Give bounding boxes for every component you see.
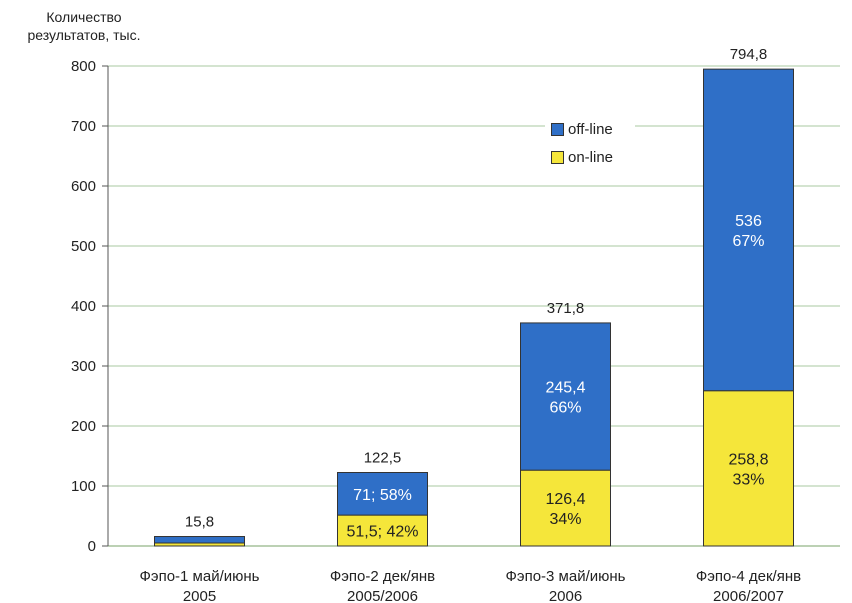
bar-on-line-4 [703, 390, 794, 547]
data-label-on-line-3-1: 126,4 [545, 491, 585, 508]
legend-label-off-line: off-line [568, 120, 613, 138]
y-tick-label-800: 800 [71, 58, 96, 75]
legend-label-on-line: on-line [568, 148, 614, 166]
legend-swatch-on-line [551, 150, 564, 164]
legend-swatch-off-line [551, 122, 564, 136]
y-tick-label-300: 300 [71, 358, 96, 375]
y-axis-title-line-2: результатов, тыс. [27, 27, 141, 43]
data-label-off-line-3-1: 245,4 [545, 380, 585, 397]
data-label-off-line-4-1: 536 [735, 213, 762, 230]
bar-off-line-4 [703, 68, 794, 392]
legend: off-line on-line [545, 113, 635, 175]
x-tick-label-2-1: Фэпо-2 дек/янв [330, 568, 435, 585]
data-label-on-line-4-2: 33% [732, 471, 764, 488]
y-tick-label-200: 200 [71, 418, 96, 435]
x-tick-label-1-2: 2005 [183, 588, 216, 603]
total-label-2: 122,5 [364, 450, 402, 467]
bar-off-line-3 [520, 322, 611, 471]
data-label-on-line-3-2: 34% [549, 511, 581, 528]
y-axis-title: Количество результатов, тыс. [10, 8, 158, 44]
y-tick-label-0: 0 [88, 538, 96, 555]
legend-item-on-line: on-line [551, 145, 635, 169]
x-tick-label-2-2: 2005/2006 [347, 588, 418, 603]
y-tick-label-600: 600 [71, 178, 96, 195]
data-label-off-line-4-2: 67% [732, 233, 764, 250]
data-label-on-line-4-1: 258,8 [728, 451, 768, 468]
bar-off-line-2 [337, 472, 428, 516]
total-label-1: 15,8 [185, 514, 214, 531]
total-label-4: 794,8 [730, 46, 768, 63]
x-tick-label-3-2: 2006 [549, 588, 582, 603]
y-axis-title-line-1: Количество [46, 9, 122, 25]
x-tick-label-3-1: Фэпо-3 май/июнь [506, 568, 626, 585]
total-label-3: 371,8 [547, 300, 585, 317]
y-tick-label-700: 700 [71, 118, 96, 135]
legend-item-off-line: off-line [551, 117, 635, 141]
x-tick-label-1-1: Фэпо-1 май/июнь [140, 568, 260, 585]
data-label-off-line-2-1: 71; 58% [353, 487, 412, 504]
data-label-on-line-2-1: 51,5; 42% [346, 524, 418, 541]
bar-off-line-1 [154, 536, 245, 544]
x-tick-label-4-2: 2006/2007 [713, 588, 784, 603]
y-tick-label-100: 100 [71, 478, 96, 495]
y-tick-label-400: 400 [71, 298, 96, 315]
bar-on-line-2 [337, 514, 428, 547]
data-label-off-line-3-2: 66% [549, 400, 581, 417]
y-tick-label-500: 500 [71, 238, 96, 255]
x-tick-label-4-1: Фэпо-4 дек/янв [696, 568, 801, 585]
